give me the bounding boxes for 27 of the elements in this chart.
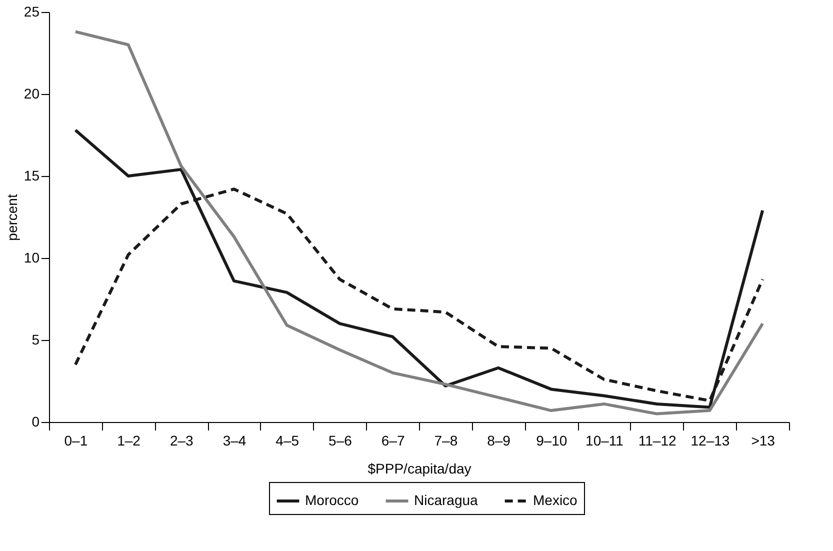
x-tick-label: 1–2: [117, 432, 141, 448]
legend-label: Nicaragua: [414, 492, 478, 508]
line-series: [74, 30, 764, 416]
y-tick-label: 25: [24, 4, 40, 20]
x-tick-label: 12–13: [690, 432, 730, 448]
y-tick-label: 20: [24, 86, 40, 102]
legend-label: Mexico: [533, 492, 578, 508]
line-series: [74, 128, 764, 409]
x-tick-label: 5–6: [328, 432, 352, 448]
x-tick-label: 4–5: [276, 432, 300, 448]
y-tick-label: 0: [32, 414, 40, 430]
x-tick-label: >13: [751, 432, 776, 448]
y-tick-label: 15: [24, 168, 40, 184]
x-tick-label: 3–4: [222, 432, 246, 448]
legend-label: Morocco: [305, 492, 359, 508]
x-tick-label: 7–8: [434, 432, 458, 448]
x-tick-label: 11–12: [638, 432, 677, 448]
x-tick-label: 0–1: [64, 432, 88, 448]
y-tick-label: 5: [32, 332, 40, 348]
x-axis-title: $PPP/capita/day: [368, 460, 472, 476]
y-axis-title: percent: [4, 194, 20, 241]
x-tick-label: 9–10: [536, 432, 568, 448]
x-tick-label: 10–11: [586, 432, 624, 448]
x-tick-label: 2–3: [170, 432, 194, 448]
y-tick-label: 10: [24, 250, 40, 266]
x-tick-label: 8–9: [487, 432, 511, 448]
x-tick-label: 6–7: [381, 432, 405, 448]
